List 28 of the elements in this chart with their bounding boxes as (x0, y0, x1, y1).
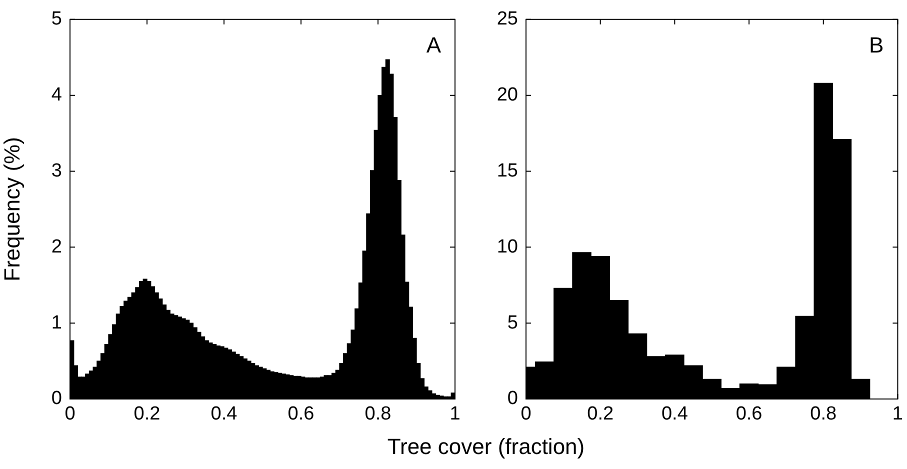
y-tick-label: 2 (51, 236, 62, 258)
annotation: A (426, 32, 442, 58)
y-tick-label: 20 (496, 84, 518, 106)
y-tick-label: 5 (507, 312, 518, 334)
y-tick-label: 4 (51, 84, 62, 106)
y-axis-title: Frequency (%) (0, 137, 24, 282)
x-tick-label: 0.2 (587, 404, 614, 425)
annotation: B (869, 32, 884, 58)
x-tick-label: 0.2 (134, 404, 160, 425)
y-tick-label: 5 (51, 8, 62, 30)
y-tick-label: 3 (51, 160, 62, 182)
x-tick-label: 0.6 (736, 404, 762, 425)
y-tick-label: 1 (51, 312, 62, 334)
x-tick-label: 0.4 (661, 404, 688, 425)
y-tick-label: 15 (496, 160, 518, 182)
x-tick-label: 1 (450, 404, 460, 425)
x-tick-label: 0.4 (210, 404, 238, 425)
y-tick-label: 10 (496, 236, 518, 258)
x-tick-label: 0 (520, 404, 532, 425)
x-tick-label: 0.8 (364, 404, 392, 425)
x-tick-label: 1 (892, 404, 904, 425)
y-tick-label: 0 (51, 388, 62, 410)
x-axis-title: Tree cover (fraction) (386, 434, 586, 460)
y-tick-label: 0 (507, 388, 518, 410)
x-tick-label: 0 (64, 404, 76, 425)
x-tick-label: 0.8 (810, 404, 837, 425)
y-tick-label: 25 (496, 8, 518, 30)
x-tick-label: 0.6 (288, 404, 314, 425)
